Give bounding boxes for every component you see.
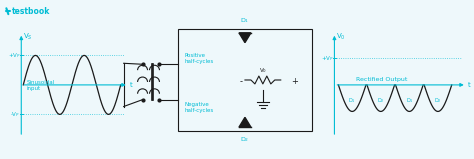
Text: Rectified Output: Rectified Output xyxy=(356,77,408,82)
Text: t: t xyxy=(468,82,470,88)
Text: D$_1$: D$_1$ xyxy=(348,96,356,105)
Text: -: - xyxy=(239,77,243,86)
Text: Positive
half-cycles: Positive half-cycles xyxy=(184,53,214,64)
Text: Negative
half-cycles: Negative half-cycles xyxy=(184,102,214,113)
Text: D$_1$: D$_1$ xyxy=(240,16,250,25)
Polygon shape xyxy=(239,33,251,43)
Text: D$_1$: D$_1$ xyxy=(406,96,413,105)
Text: V$_0$: V$_0$ xyxy=(337,32,346,42)
Text: +V$_P$: +V$_P$ xyxy=(8,51,20,60)
Text: V$_0$: V$_0$ xyxy=(259,66,267,75)
Bar xyxy=(178,29,311,131)
Text: D$_2$: D$_2$ xyxy=(377,96,384,105)
Text: V$_S$: V$_S$ xyxy=(23,32,33,42)
Text: Sinusoidal
input: Sinusoidal input xyxy=(26,80,55,91)
Polygon shape xyxy=(239,117,251,127)
Text: +V$_P$: +V$_P$ xyxy=(321,54,333,63)
Text: -V$_P$: -V$_P$ xyxy=(10,110,20,119)
Text: D$_2$: D$_2$ xyxy=(434,96,442,105)
Text: D$_2$: D$_2$ xyxy=(240,135,249,144)
Text: testbook: testbook xyxy=(12,7,51,16)
Text: +: + xyxy=(291,77,298,86)
Text: t: t xyxy=(129,82,132,88)
